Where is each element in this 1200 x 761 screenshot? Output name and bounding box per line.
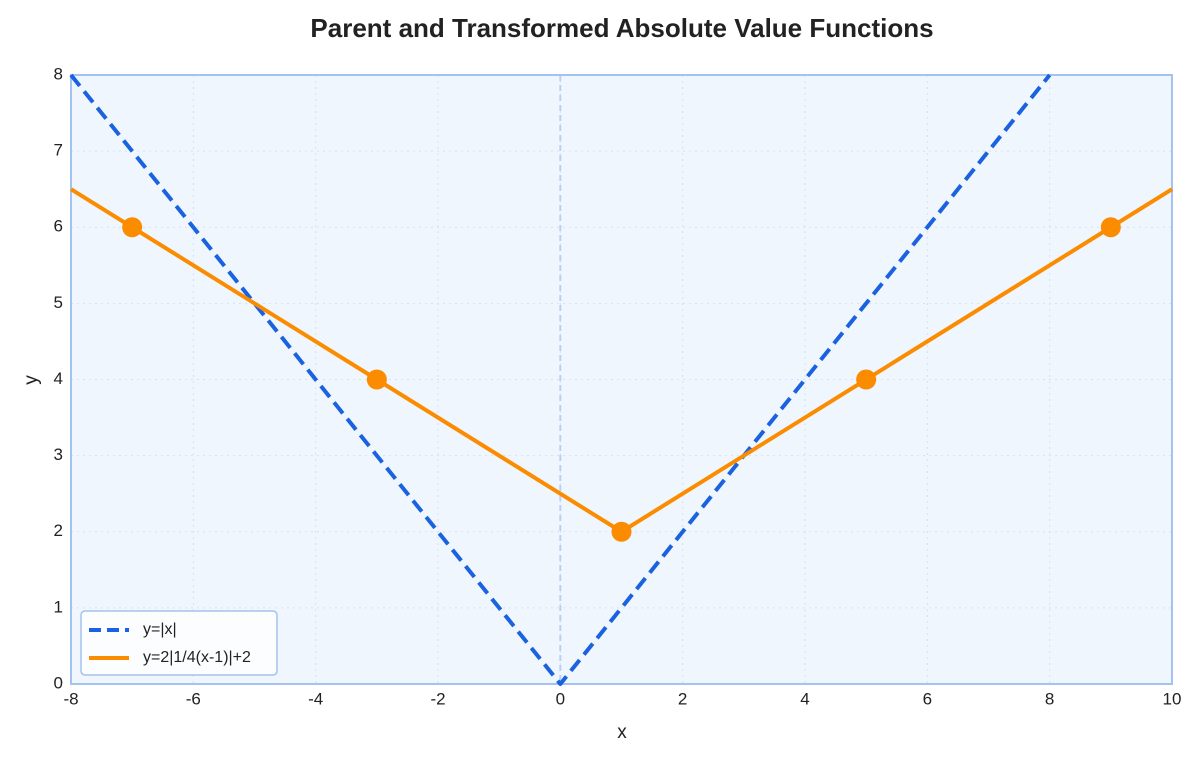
data-point — [1100, 217, 1121, 238]
x-tick-label: 8 — [1045, 689, 1054, 708]
x-tick-label: 6 — [923, 689, 932, 708]
y-tick-label: 7 — [54, 141, 63, 160]
x-tick-label: -8 — [63, 689, 78, 708]
legend-box — [80, 610, 278, 676]
y-tick-label: 0 — [54, 673, 63, 692]
x-tick-label: -2 — [430, 689, 445, 708]
x-tick-label: 0 — [556, 689, 565, 708]
x-axis-label: x — [617, 722, 627, 743]
legend-label: y=|x| — [143, 621, 177, 638]
plot-area — [71, 75, 1172, 684]
x-tick-label: -4 — [308, 689, 323, 708]
data-point — [611, 521, 632, 542]
data-point — [366, 369, 387, 390]
y-tick-label: 5 — [54, 293, 63, 312]
y-tick-label: 1 — [54, 597, 63, 616]
data-point — [856, 369, 877, 390]
x-tick-label: 2 — [678, 689, 687, 708]
y-tick-label: 3 — [54, 445, 63, 464]
y-tick-label: 4 — [54, 369, 63, 388]
y-axis-label: y — [21, 375, 42, 385]
y-tick-label: 2 — [54, 521, 63, 540]
x-tick-label: 10 — [1163, 689, 1182, 708]
data-point — [122, 217, 143, 238]
y-tick-label: 6 — [54, 217, 63, 236]
y-tick-label: 8 — [54, 64, 63, 83]
chart-title: Parent and Transformed Absolute Value Fu… — [310, 13, 933, 43]
legend-label: y=2|1/4(x-1)|+2 — [143, 649, 251, 666]
x-tick-label: -6 — [186, 689, 201, 708]
series-line — [69, 73, 1052, 686]
x-tick-label: 4 — [800, 689, 809, 708]
plot-border — [70, 74, 1173, 685]
